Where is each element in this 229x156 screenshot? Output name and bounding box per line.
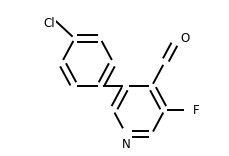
Text: O: O (179, 32, 188, 45)
Text: Cl: Cl (43, 17, 55, 29)
Text: F: F (192, 104, 199, 117)
Text: N: N (121, 138, 130, 151)
